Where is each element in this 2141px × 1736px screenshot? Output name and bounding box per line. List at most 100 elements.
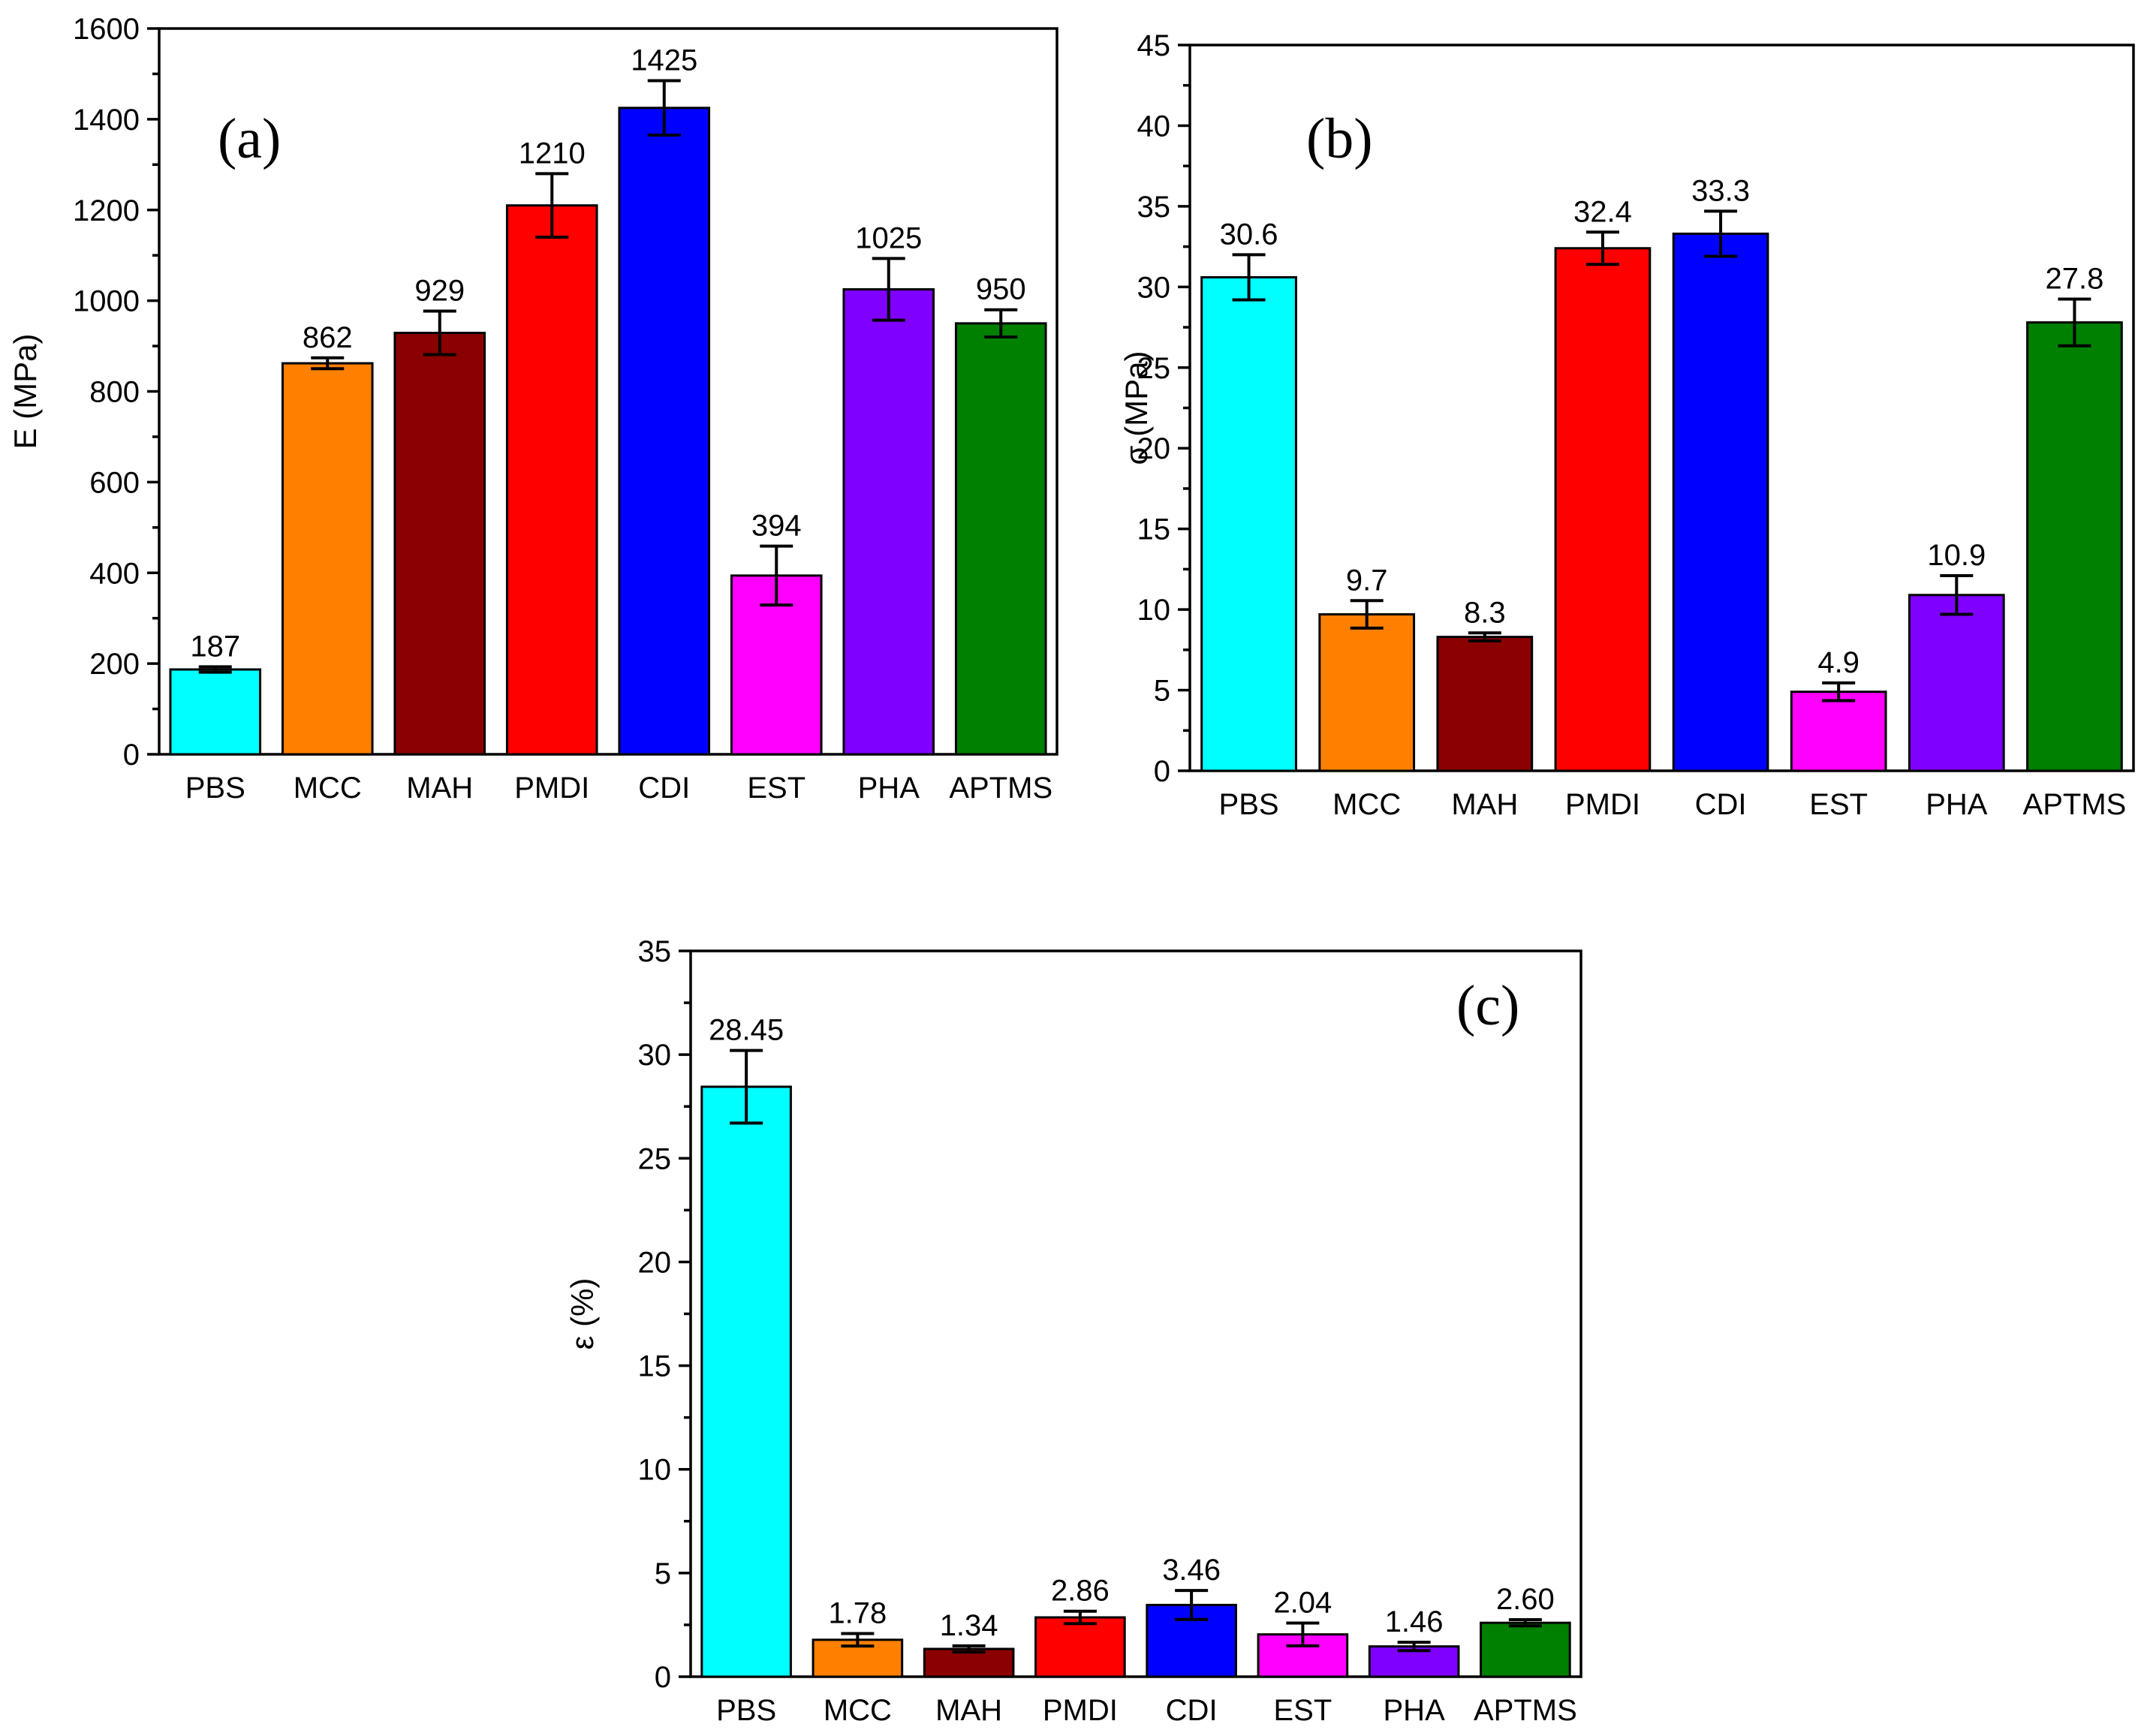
y-tick-label: 35 [638, 935, 672, 968]
category-label: EST [1809, 788, 1868, 821]
y-axis-tick-labels: 0 5 10 15 20 25 30 35 [638, 935, 672, 1694]
y-tick-label: 25 [1137, 352, 1171, 385]
bar-pmdi [505, 204, 598, 756]
y-tick-label: 30 [1137, 271, 1171, 304]
category-label: EST [747, 772, 806, 805]
category-label: MCC [294, 772, 362, 805]
bars [1200, 232, 2123, 772]
category-labels: PBS MCC MAH PMDI CDI EST PHA APTMS [716, 1694, 1577, 1727]
category-label: PHA [1384, 1694, 1446, 1727]
error-bars [1232, 209, 2091, 703]
error-bar [2058, 297, 2091, 348]
y-tick-label: 1000 [73, 285, 140, 318]
y-tick-label: 15 [638, 1350, 672, 1383]
value-labels: 187 862 929 1210 1425 394 1025 950 [190, 44, 1025, 663]
error-bar [311, 356, 345, 371]
category-label: MAH [406, 772, 473, 805]
value-label: 1.34 [940, 1609, 998, 1642]
category-label: PHA [1926, 788, 1988, 821]
y-axis-ticks [1178, 44, 1190, 772]
category-label: MAH [1451, 788, 1518, 821]
y-tick-label: 40 [1137, 110, 1171, 143]
y-axis-ticks [147, 27, 159, 756]
bar-aptms [954, 322, 1047, 756]
y-tick-label: 1200 [73, 194, 140, 227]
error-bar [1350, 599, 1384, 630]
panel-label: (a) [218, 107, 281, 170]
value-label: 1.78 [828, 1597, 887, 1630]
value-label: 929 [414, 275, 465, 308]
y-axis-tick-labels: 0 5 10 15 20 25 30 35 40 45 [1137, 29, 1171, 788]
category-label: PMDI [1043, 1694, 1118, 1727]
value-label: 3.46 [1162, 1554, 1221, 1587]
category-label: CDI [1166, 1694, 1218, 1727]
error-bar [1585, 230, 1619, 266]
y-tick-label: 600 [89, 466, 140, 499]
error-bar [647, 79, 681, 137]
y-tick-label: 0 [655, 1661, 671, 1694]
panel-b: 0 5 10 15 20 25 30 35 40 45 30.6 9.7 8.3 32.4 33.3 4.9… [1119, 29, 2135, 821]
y-tick-label: 35 [1137, 191, 1171, 224]
y-tick-label: 10 [638, 1454, 672, 1487]
error-bar [1940, 573, 1974, 616]
y-tick-label: 0 [1154, 755, 1170, 788]
error-bars [198, 79, 1018, 674]
y-axis-title: ε (%) [565, 1278, 600, 1350]
bar-aptms [2026, 321, 2123, 772]
bar-pmdi [1034, 1616, 1126, 1678]
bar-mcc [1318, 613, 1416, 772]
panel-label: (c) [1456, 974, 1519, 1037]
value-label: 9.7 [1346, 564, 1388, 597]
y-tick-label: 1600 [73, 13, 140, 46]
value-label: 1025 [855, 221, 922, 254]
bar-pbs [700, 1085, 792, 1678]
value-label: 1210 [519, 137, 586, 170]
value-labels: 30.6 9.7 8.3 32.4 33.3 4.9 10.9 27.8 [1220, 174, 2104, 679]
error-bar [984, 308, 1018, 338]
value-label: 950 [976, 273, 1026, 306]
category-label: APTMS [2023, 788, 2127, 821]
value-label: 28.45 [709, 1014, 784, 1047]
bar-cdi [1672, 232, 1769, 772]
value-label: 27.8 [2046, 262, 2104, 295]
value-label: 33.3 [1691, 174, 1750, 207]
bar-pbs [1200, 275, 1297, 772]
bar-cdi [618, 107, 711, 756]
bar-est [1790, 690, 1887, 772]
value-label: 187 [190, 630, 240, 663]
category-label: APTMS [1474, 1694, 1577, 1727]
y-tick-label: 15 [1137, 513, 1171, 546]
value-label: 2.86 [1051, 1575, 1110, 1608]
error-bar [1822, 681, 1856, 703]
y-tick-label: 5 [655, 1557, 671, 1590]
error-bar [760, 544, 793, 607]
bars [700, 1085, 1571, 1678]
y-tick-label: 30 [638, 1039, 672, 1072]
bar-pmdi [1554, 247, 1652, 772]
y-axis-ticks [679, 949, 691, 1678]
category-label: CDI [1695, 788, 1747, 821]
value-label: 1425 [631, 44, 697, 77]
y-tick-label: 400 [89, 557, 140, 590]
value-label: 4.9 [1817, 646, 1859, 679]
panel-c: 0 5 10 15 20 25 30 35 28.45 1.78 1.34 2.86 3.46 2.04… [565, 935, 1582, 1727]
value-labels: 28.45 1.78 1.34 2.86 3.46 2.04 1.46 2.60 [709, 1014, 1555, 1642]
value-label: 394 [751, 510, 802, 543]
y-tick-label: 800 [89, 376, 140, 409]
category-label: PBS [1219, 788, 1279, 821]
error-bar [1704, 209, 1738, 258]
error-bars [730, 1049, 1542, 1654]
category-label: MAH [935, 1694, 1002, 1727]
category-label: PMDI [1565, 788, 1640, 821]
error-bar [198, 665, 232, 674]
bar-mcc [281, 362, 374, 756]
value-label: 30.6 [1220, 218, 1278, 251]
bars [169, 107, 1047, 756]
error-bar [952, 1644, 986, 1654]
error-bar [1397, 1641, 1431, 1653]
error-bar [1286, 1621, 1320, 1647]
y-tick-label: 20 [638, 1246, 672, 1279]
bar-pha [842, 288, 935, 756]
y-tick-label: 20 [1137, 432, 1171, 465]
